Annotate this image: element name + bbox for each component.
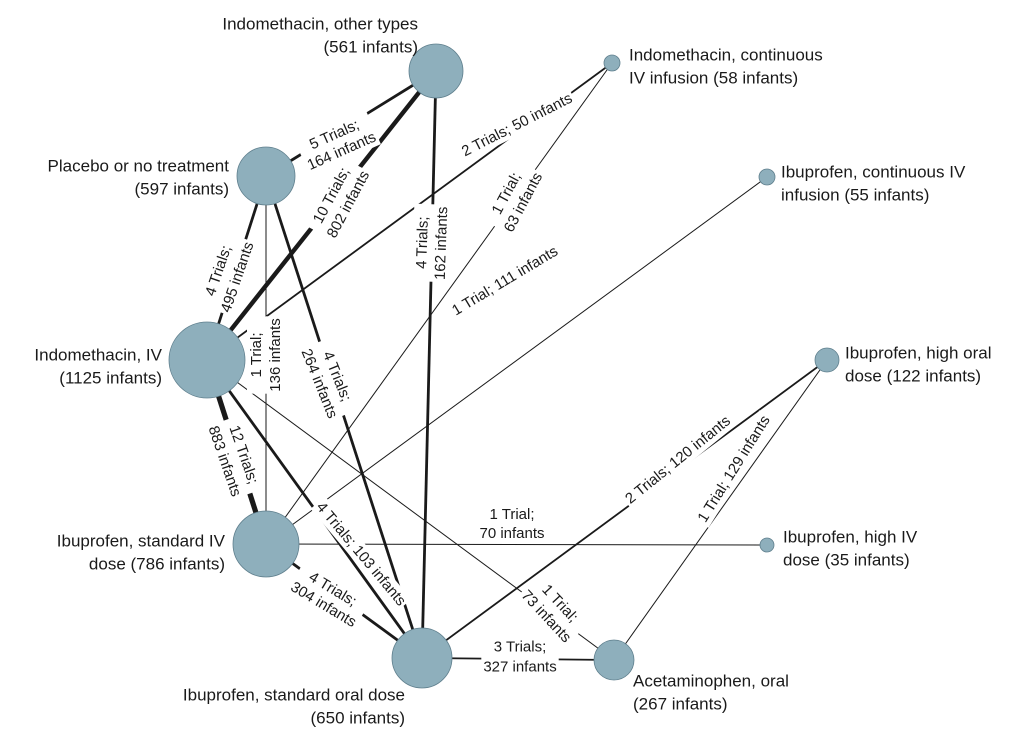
node-label-line: Indomethacin, continuous [629, 46, 823, 65]
edge-ibu_std_iv-ibu_cont [265, 176, 768, 545]
node-indo_other [408, 43, 464, 99]
edge-label-ibu_std_oral-placebo: 4 Trials;264 infants [295, 337, 361, 423]
edge-label-background [515, 571, 591, 649]
node-label-line: (1125 infants) [59, 369, 162, 388]
node-ibu_std_iv [232, 510, 300, 578]
edge-ibu_std_oral-placebo [264, 175, 424, 659]
node-label-ibu_cont: Ibuprofen, continuous IV infusion (55 inf… [781, 163, 966, 205]
node-label-line: IV infusion (58 infants) [629, 69, 798, 88]
node-indo_iv [168, 321, 246, 399]
edge-label-background [295, 110, 381, 176]
edge-label-background [247, 316, 285, 394]
node-label-line: Ibuprofen, continuous IV [781, 163, 966, 182]
node-label-ibu_std_oral: Ibuprofen, standard oral dose (650 infant… [183, 686, 405, 728]
node-label-line: (650 infants) [311, 709, 406, 728]
edge-label-indo_iv-acet_oral: 1 Trial;73 infants [515, 571, 591, 649]
edge-label-line: 3 Trials; [494, 639, 547, 656]
node-label-line: (597 infants) [135, 180, 230, 199]
edge-label-line: 1 Trial; 111 infants [449, 243, 561, 320]
edge-label-line: 4 Trials; [413, 216, 432, 269]
edge-label-background [456, 87, 578, 163]
node-label-line: Ibuprofen, high oral [845, 344, 992, 363]
node-ibu_high_oral [814, 347, 840, 373]
edge-label-line: 136 infants [267, 318, 284, 391]
edge-label-line: 70 infants [479, 525, 544, 542]
edge-label-background [202, 415, 266, 501]
node-label-ibu_high_iv: Ibuprofen, high IV dose (35 infants) [783, 528, 918, 570]
edge-label-line: 327 infants [483, 659, 556, 676]
node-label-indo_cont: Indomethacin, continuous IV infusion (58 … [629, 46, 823, 88]
edge-label-background [285, 561, 371, 633]
edge-label-line: 162 infants [432, 206, 452, 280]
edge-label-background [692, 410, 776, 528]
edge-label-ibu_std_iv-ibu_cont: 1 Trial; 111 infants [446, 240, 564, 322]
node-label-indo_other: Indomethacin, other types (561 infants) [222, 15, 418, 57]
node-label-line: Placebo or no treatment [48, 157, 230, 176]
edge-label-ibu_std_iv-placebo: 1 Trial; 136 infants [247, 316, 285, 394]
edge-label-indo_iv-indo_cont: 2 Trials; 50 infants [456, 87, 578, 163]
node-ibu_std_oral [391, 627, 453, 689]
edge-label-background [446, 240, 564, 322]
node-label-line: infusion (55 infants) [781, 186, 929, 205]
edge-label-line: 1 Trial; [489, 506, 534, 523]
edge-ibu_std_oral-indo_other [420, 70, 438, 659]
node-label-line: Indomethacin, other types [222, 15, 418, 34]
edge-label-background [481, 637, 559, 677]
node-label-line: Ibuprofen, standard oral dose [183, 686, 405, 705]
edge-label-line: 1 Trial; [248, 332, 265, 377]
nodes-layer [168, 43, 840, 689]
edge-label-background [477, 505, 547, 543]
node-label-line: dose (35 infants) [783, 551, 910, 570]
node-label-line: Ibuprofen, high IV [783, 528, 918, 547]
node-label-line: Ibuprofen, standard IV [57, 532, 226, 551]
node-placebo [236, 146, 296, 206]
node-labels-layer: Indomethacin, other types(561 infants) In… [34, 15, 991, 728]
edge-label-background [295, 337, 361, 423]
edge-label-ibu_std_oral-indo_other: 4 Trials; 162 infants [411, 203, 453, 283]
node-label-line: dose (786 infants) [89, 555, 225, 574]
node-label-ibu_high_oral: Ibuprofen, high oral dose (122 infants) [845, 344, 992, 386]
node-label-line: (561 infants) [324, 38, 419, 57]
edge-label-background [305, 156, 375, 244]
edge-label-ibu_std_iv-ibu_high_iv: 1 Trial; 70 infants [477, 505, 547, 543]
node-label-line: dose (122 infants) [845, 367, 981, 386]
node-label-line: (267 infants) [633, 695, 728, 714]
node-label-line: Acetaminophen, oral [633, 672, 789, 691]
node-ibu_high_iv [759, 537, 775, 553]
node-label-line: Indomethacin, IV [34, 346, 162, 365]
node-acet_oral [593, 639, 635, 681]
edge-label-background [482, 158, 548, 238]
edge-acet_oral-ibu_high_oral [613, 359, 828, 661]
edge-label-ibu_std_iv-indo_cont: 1 Trial;63 infants [482, 158, 548, 238]
edge-label-background [196, 231, 260, 317]
edge-label-ibu_std_oral-acet_oral: 3 Trials; 327 infants [481, 637, 559, 677]
edge-ibu_std_oral-ibu_high_oral [421, 359, 828, 659]
node-label-indo_iv: Indomethacin, IV (1125 infants) [34, 346, 162, 388]
edge-label-line: 2 Trials; 50 infants [459, 90, 575, 160]
edge-label-background [619, 410, 737, 510]
node-indo_cont [603, 54, 621, 72]
node-label-placebo: Placebo or no treatment (597 infants) [48, 157, 230, 199]
edge-label-background [310, 496, 412, 612]
node-label-acet_oral: Acetaminophen, oral (267 infants) [633, 672, 789, 714]
edge-label-background [411, 203, 453, 283]
node-ibu_cont [758, 168, 776, 186]
edge-label-ibu_std_iv-ibu_std_oral: 4 Trials;304 infants [285, 561, 371, 633]
edge-ibu_std_iv-indo_cont [265, 62, 613, 545]
node-label-ibu_std_iv: Ibuprofen, standard IV dose (786 infants) [57, 532, 226, 574]
